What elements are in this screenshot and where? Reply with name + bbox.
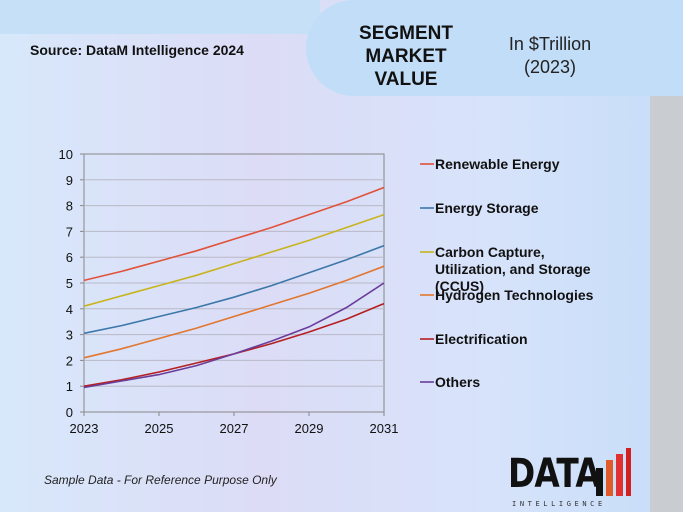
logo-subtitle: INTELLIGENCE	[512, 500, 606, 508]
series-line-carbon	[83, 213, 385, 307]
y-tick-label: 6	[66, 250, 73, 265]
unit-label: In $Trillion (2023)	[495, 33, 605, 79]
y-tick-label: 7	[66, 224, 73, 239]
y-tick-label: 3	[66, 328, 73, 343]
x-tick-label: 2031	[370, 421, 399, 436]
y-tick-label: 5	[66, 276, 73, 291]
y-tick-label: 2	[66, 353, 73, 368]
legend-entry: Hydrogen Technologies	[435, 287, 594, 303]
series-line-renewable	[83, 186, 385, 282]
y-tick-label: 8	[66, 199, 73, 214]
x-tick-label: 2025	[145, 421, 174, 436]
series-line-others	[83, 282, 385, 389]
logo-wordmark: DATA	[508, 451, 601, 497]
legend-entry: Others	[435, 374, 480, 390]
series-line-energy	[83, 244, 385, 335]
legend-entry: Carbon Capture, Utilization, and Storage(…	[435, 244, 591, 294]
y-tick-label: 4	[66, 302, 73, 317]
legend-entry: Renewable Energy	[435, 156, 560, 172]
x-tick-label: 2023	[70, 421, 99, 436]
y-tick-label: 0	[66, 405, 73, 420]
unit-line-1: In $Trillion	[508, 34, 592, 54]
x-tick-label: 2029	[295, 421, 324, 436]
footnote: Sample Data - For Reference Purpose Only	[44, 473, 277, 487]
logo-bars-icon	[596, 448, 631, 496]
y-tick-label: 10	[59, 147, 73, 162]
company-logo: DATA INTELLIGENCE	[508, 446, 638, 510]
legend-entry: Energy Storage	[435, 200, 539, 216]
source-label: Source: DataM Intelligence 2024	[30, 42, 244, 58]
y-tick-label: 9	[66, 173, 73, 188]
chart-title: SEGMENT MARKET VALUE	[359, 23, 453, 90]
title-pill	[306, 0, 683, 96]
legend-entry: Electrification	[435, 331, 528, 347]
y-tick-label: 1	[66, 379, 73, 394]
top-band	[0, 0, 320, 34]
x-tick-label: 2027	[220, 421, 249, 436]
series-line-hydrogen	[83, 265, 385, 359]
unit-line-2: (2023)	[523, 57, 577, 77]
